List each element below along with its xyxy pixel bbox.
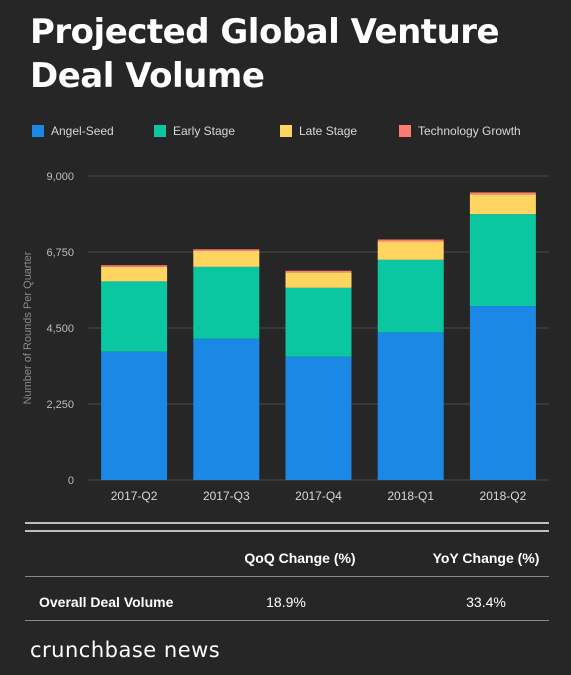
y-tick-label: 0	[68, 475, 74, 487]
row-label-overall-deal-volume: Overall Deal Volume	[39, 594, 174, 610]
bar-segment-technology-growth	[193, 249, 260, 251]
y-tick-label: 4,500	[46, 323, 74, 335]
chart-legend: Angel-Seed Early Stage Late Stage Techno…	[32, 124, 552, 140]
divider-bottom	[25, 530, 549, 532]
legend-swatch-late-stage	[280, 125, 292, 137]
chart-title: Projected Global Venture Deal Volume	[30, 12, 500, 96]
y-tick-label: 9,000	[46, 171, 74, 183]
legend-item-angel-seed: Angel-Seed	[32, 124, 114, 138]
x-tick-label: 2018-Q2	[480, 489, 527, 503]
legend-swatch-technology-growth	[399, 125, 411, 137]
bar-segment-angel-seed	[469, 306, 536, 480]
legend-item-early-stage: Early Stage	[154, 124, 235, 138]
column-header-yoy: YoY Change (%)	[432, 550, 540, 566]
stacked-bar-chart: 0 2,250 4,500 6,750 9,000 Number of Rounds Pe…	[22, 171, 549, 503]
bar-segment-early-stage	[101, 281, 168, 352]
x-tick-label: 2017-Q3	[203, 489, 250, 503]
table-bottom-divider	[25, 620, 549, 621]
column-header-qoq: QoQ Change (%)	[244, 550, 356, 566]
table-row-divider	[25, 576, 549, 577]
bar-segment-late-stage	[469, 194, 536, 215]
bar-segment-early-stage	[377, 259, 444, 333]
y-axis-title: Number of Rounds Per Quarter	[22, 251, 34, 404]
bar-segment-technology-growth	[469, 192, 536, 195]
bar-segment-angel-seed	[101, 351, 168, 480]
bar-segment-late-stage	[285, 272, 352, 288]
bar-segment-angel-seed	[285, 356, 352, 480]
bar-segment-technology-growth	[285, 270, 352, 273]
legend-item-late-stage: Late Stage	[280, 124, 357, 138]
legend-label-early-stage: Early Stage	[173, 124, 236, 138]
bar-segment-late-stage	[377, 241, 444, 260]
bar-segment-angel-seed	[377, 332, 444, 480]
legend-swatch-angel-seed	[32, 125, 44, 137]
x-tick-label: 2017-Q4	[295, 489, 342, 503]
value-qoq-change: 18.9%	[266, 594, 306, 610]
bar-segment-late-stage	[193, 250, 260, 267]
bar-segment-early-stage	[469, 214, 536, 307]
legend-label-angel-seed: Angel-Seed	[51, 124, 114, 138]
bar-segment-early-stage	[193, 266, 260, 339]
bar-segment-technology-growth	[377, 239, 444, 242]
bar-segment-late-stage	[101, 266, 168, 282]
brand-logo-text: crunchbase news	[30, 638, 221, 662]
legend-swatch-early-stage	[154, 125, 166, 137]
y-tick-label: 6,750	[46, 247, 74, 259]
bar-segment-angel-seed	[193, 338, 260, 480]
x-tick-label: 2018-Q1	[387, 489, 434, 503]
bar-segment-early-stage	[285, 287, 352, 357]
x-tick-label: 2017-Q2	[111, 489, 158, 503]
legend-item-technology-growth: Technology Growth	[399, 124, 521, 138]
value-yoy-change: 33.4%	[466, 594, 506, 610]
legend-label-late-stage: Late Stage	[299, 124, 358, 138]
divider-top	[25, 522, 549, 524]
legend-label-technology-growth: Technology Growth	[418, 124, 521, 138]
bar-segment-technology-growth	[101, 265, 168, 267]
y-tick-label: 2,250	[46, 399, 74, 411]
